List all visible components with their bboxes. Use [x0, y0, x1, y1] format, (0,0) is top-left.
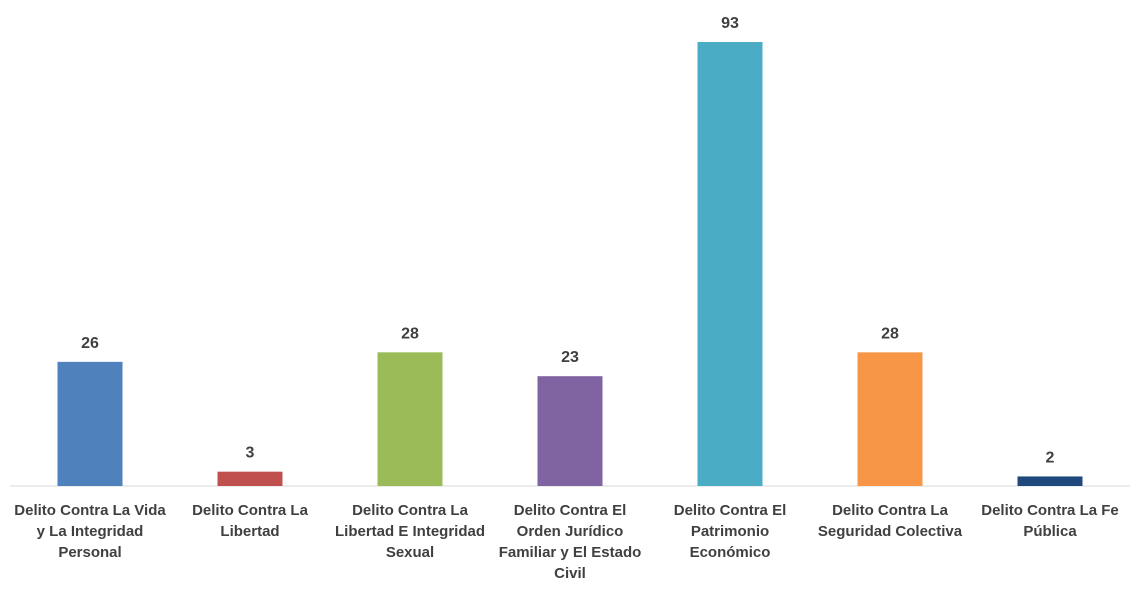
x-tick-label: Delito Contra La Seguridad Colectiva	[817, 502, 963, 540]
x-tick-label: Delito Contra La Vida y La Integridad Pe…	[14, 502, 166, 561]
data-label: 93	[721, 15, 739, 32]
bar	[537, 376, 603, 486]
bar	[217, 471, 283, 486]
x-tick-label: Delito Contra La Fe Pública	[981, 502, 1119, 540]
data-label: 26	[81, 335, 99, 352]
bar	[1017, 476, 1083, 486]
data-label: 28	[401, 325, 419, 342]
bar	[697, 42, 763, 486]
bar	[857, 352, 923, 486]
data-label: 28	[881, 325, 899, 342]
data-label: 3	[246, 445, 255, 462]
x-tick-label: Delito Contra El Orden Jurídico Familiar…	[498, 502, 642, 582]
bar	[377, 352, 443, 486]
x-tick-label: Delito Contra La Libertad	[192, 502, 308, 540]
x-tick-label: Delito Contra La Libertad E Integridad S…	[334, 502, 485, 561]
data-label: 23	[561, 349, 579, 366]
data-label: 2	[1046, 449, 1055, 466]
bar	[57, 361, 123, 486]
x-tick-label: Delito Contra El Patrimonio Económico	[673, 502, 787, 561]
